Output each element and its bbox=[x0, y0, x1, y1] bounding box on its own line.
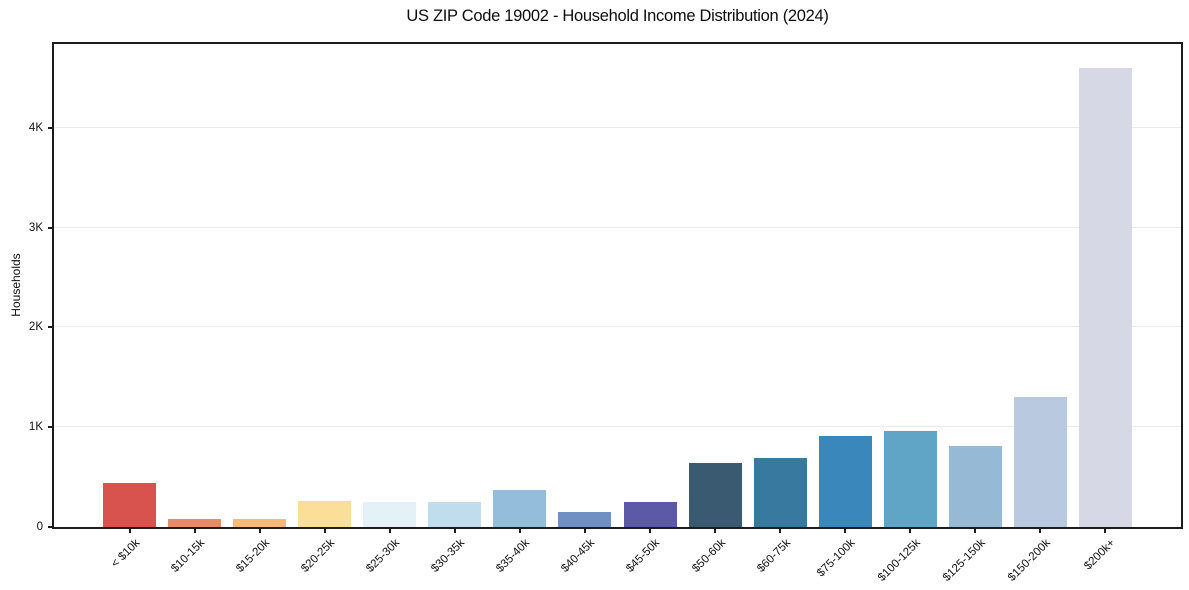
x-axis-tick bbox=[128, 527, 131, 533]
gridline bbox=[54, 426, 1181, 428]
x-tick-label: $45-50k bbox=[624, 537, 663, 575]
gridline bbox=[54, 326, 1181, 328]
y-tick-label: 2K bbox=[28, 321, 43, 334]
x-axis-tick bbox=[518, 527, 521, 533]
bar-60-75k bbox=[753, 458, 807, 527]
bar-125-150k bbox=[948, 446, 1002, 527]
x-tick-label: $20-25k bbox=[299, 537, 338, 575]
y-tick-label: 1K bbox=[28, 421, 43, 434]
bar-50-60k bbox=[688, 463, 742, 527]
y-axis-tick bbox=[48, 126, 54, 129]
bar-40-45k bbox=[558, 512, 612, 527]
x-tick-label: $30-35k bbox=[429, 537, 468, 575]
bar-10k bbox=[103, 483, 157, 527]
x-tick-label: $15-20k bbox=[234, 537, 273, 575]
x-axis-tick bbox=[1039, 527, 1042, 533]
x-axis-tick bbox=[453, 527, 456, 533]
x-tick-label: $200k+ bbox=[1082, 537, 1118, 573]
x-tick-label: < $10k bbox=[108, 537, 143, 571]
x-tick-label: $40-45k bbox=[559, 537, 598, 575]
x-tick-label: $100-125k bbox=[875, 537, 923, 584]
y-axis-label: Households bbox=[9, 253, 23, 317]
gridline bbox=[54, 226, 1181, 228]
x-tick-label: $50-60k bbox=[689, 537, 728, 575]
x-tick-label: $75-100k bbox=[815, 537, 858, 580]
x-axis-tick bbox=[323, 527, 326, 533]
bar-20-25k bbox=[298, 501, 352, 527]
y-tick-label: 4K bbox=[28, 121, 43, 134]
bar-30-35k bbox=[428, 502, 482, 527]
x-tick-label: $25-30k bbox=[364, 537, 403, 575]
x-tick-label: $60-75k bbox=[754, 537, 793, 575]
bar-35-40k bbox=[493, 490, 547, 527]
x-tick-label: $125-150k bbox=[940, 537, 988, 584]
x-axis-tick bbox=[909, 527, 912, 533]
y-axis-tick bbox=[48, 426, 54, 429]
bar-100-125k bbox=[883, 431, 937, 527]
bar-45-50k bbox=[623, 502, 677, 527]
x-tick-label: $10-15k bbox=[169, 537, 208, 575]
x-tick-label: $150-200k bbox=[1005, 537, 1053, 584]
gridline bbox=[54, 126, 1181, 128]
bar-150-200k bbox=[1013, 397, 1067, 527]
y-axis-tick bbox=[48, 226, 54, 229]
chart-title: US ZIP Code 19002 - Household Income Dis… bbox=[406, 7, 829, 25]
y-tick-label: 0 bbox=[36, 521, 43, 533]
bar-200k bbox=[1078, 67, 1132, 527]
y-axis-tick bbox=[48, 326, 54, 329]
x-axis-tick bbox=[974, 527, 977, 533]
x-axis-tick bbox=[258, 527, 261, 533]
bar-10-15k bbox=[168, 518, 222, 527]
x-axis-tick bbox=[388, 527, 391, 533]
bar-15-20k bbox=[233, 519, 287, 527]
y-tick-label: 3K bbox=[28, 221, 43, 234]
x-tick-label: $35-40k bbox=[494, 537, 533, 575]
plot-area: 0 1K 2K 3K 4K < $10k $10-15k $15-20k $20-25k $25-… bbox=[29, 42, 1183, 584]
x-axis-tick bbox=[714, 527, 717, 533]
bar-25-30k bbox=[363, 502, 417, 527]
x-axis-tick bbox=[779, 527, 782, 533]
y-axis-tick bbox=[48, 526, 54, 528]
x-axis-tick bbox=[583, 527, 586, 533]
x-axis-tick bbox=[193, 527, 196, 533]
x-axis-tick bbox=[844, 527, 847, 533]
bar-75-100k bbox=[818, 435, 872, 527]
x-axis-tick bbox=[649, 527, 652, 533]
x-axis-tick bbox=[1104, 527, 1107, 533]
